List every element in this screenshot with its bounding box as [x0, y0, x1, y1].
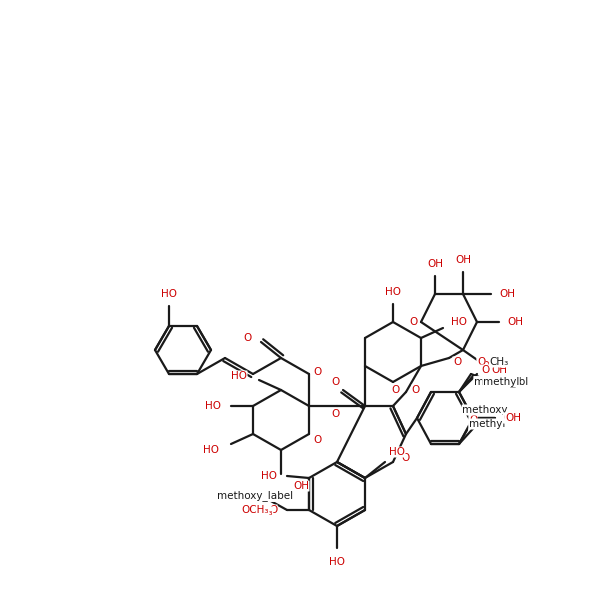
Text: O: O [313, 435, 321, 445]
Text: HO: HO [205, 401, 221, 411]
Text: O: O [331, 377, 339, 387]
Text: OH: OH [293, 481, 309, 491]
Text: O: O [477, 357, 485, 367]
Text: methyl_lbl: methyl_lbl [474, 377, 528, 388]
Text: OH: OH [427, 259, 443, 269]
Text: O: O [243, 333, 251, 343]
Text: HO: HO [203, 445, 219, 455]
Text: O: O [269, 505, 277, 515]
Text: O: O [313, 367, 321, 377]
Text: HO: HO [385, 287, 401, 297]
Text: O: O [453, 357, 461, 367]
Text: methoxy: methoxy [462, 405, 508, 415]
Text: methoxy_label: methoxy_label [217, 491, 293, 502]
Text: O: O [481, 361, 489, 371]
Text: HO: HO [329, 557, 345, 567]
Text: OCH₃: OCH₃ [241, 505, 269, 515]
Text: O: O [401, 453, 409, 463]
Text: O: O [391, 385, 399, 395]
Text: O: O [469, 415, 477, 425]
Text: methyl: methyl [469, 419, 505, 429]
Text: HO: HO [261, 471, 277, 481]
Text: OH: OH [503, 413, 519, 423]
Text: HO: HO [231, 371, 247, 381]
Text: O: O [409, 317, 417, 327]
Text: OH: OH [505, 413, 521, 423]
Text: HO: HO [451, 317, 467, 327]
Text: OH: OH [499, 289, 515, 299]
Text: HO: HO [389, 447, 405, 457]
Text: OH: OH [491, 365, 507, 375]
Text: OH: OH [507, 317, 523, 327]
Text: O: O [481, 365, 489, 375]
Text: O: O [331, 409, 339, 419]
Text: OH: OH [455, 255, 471, 265]
Text: HO: HO [161, 289, 177, 299]
Text: O: O [412, 385, 420, 395]
Text: methyl: methyl [483, 377, 519, 387]
Text: OCH₃: OCH₃ [245, 507, 273, 517]
Text: CH₃: CH₃ [490, 357, 509, 367]
